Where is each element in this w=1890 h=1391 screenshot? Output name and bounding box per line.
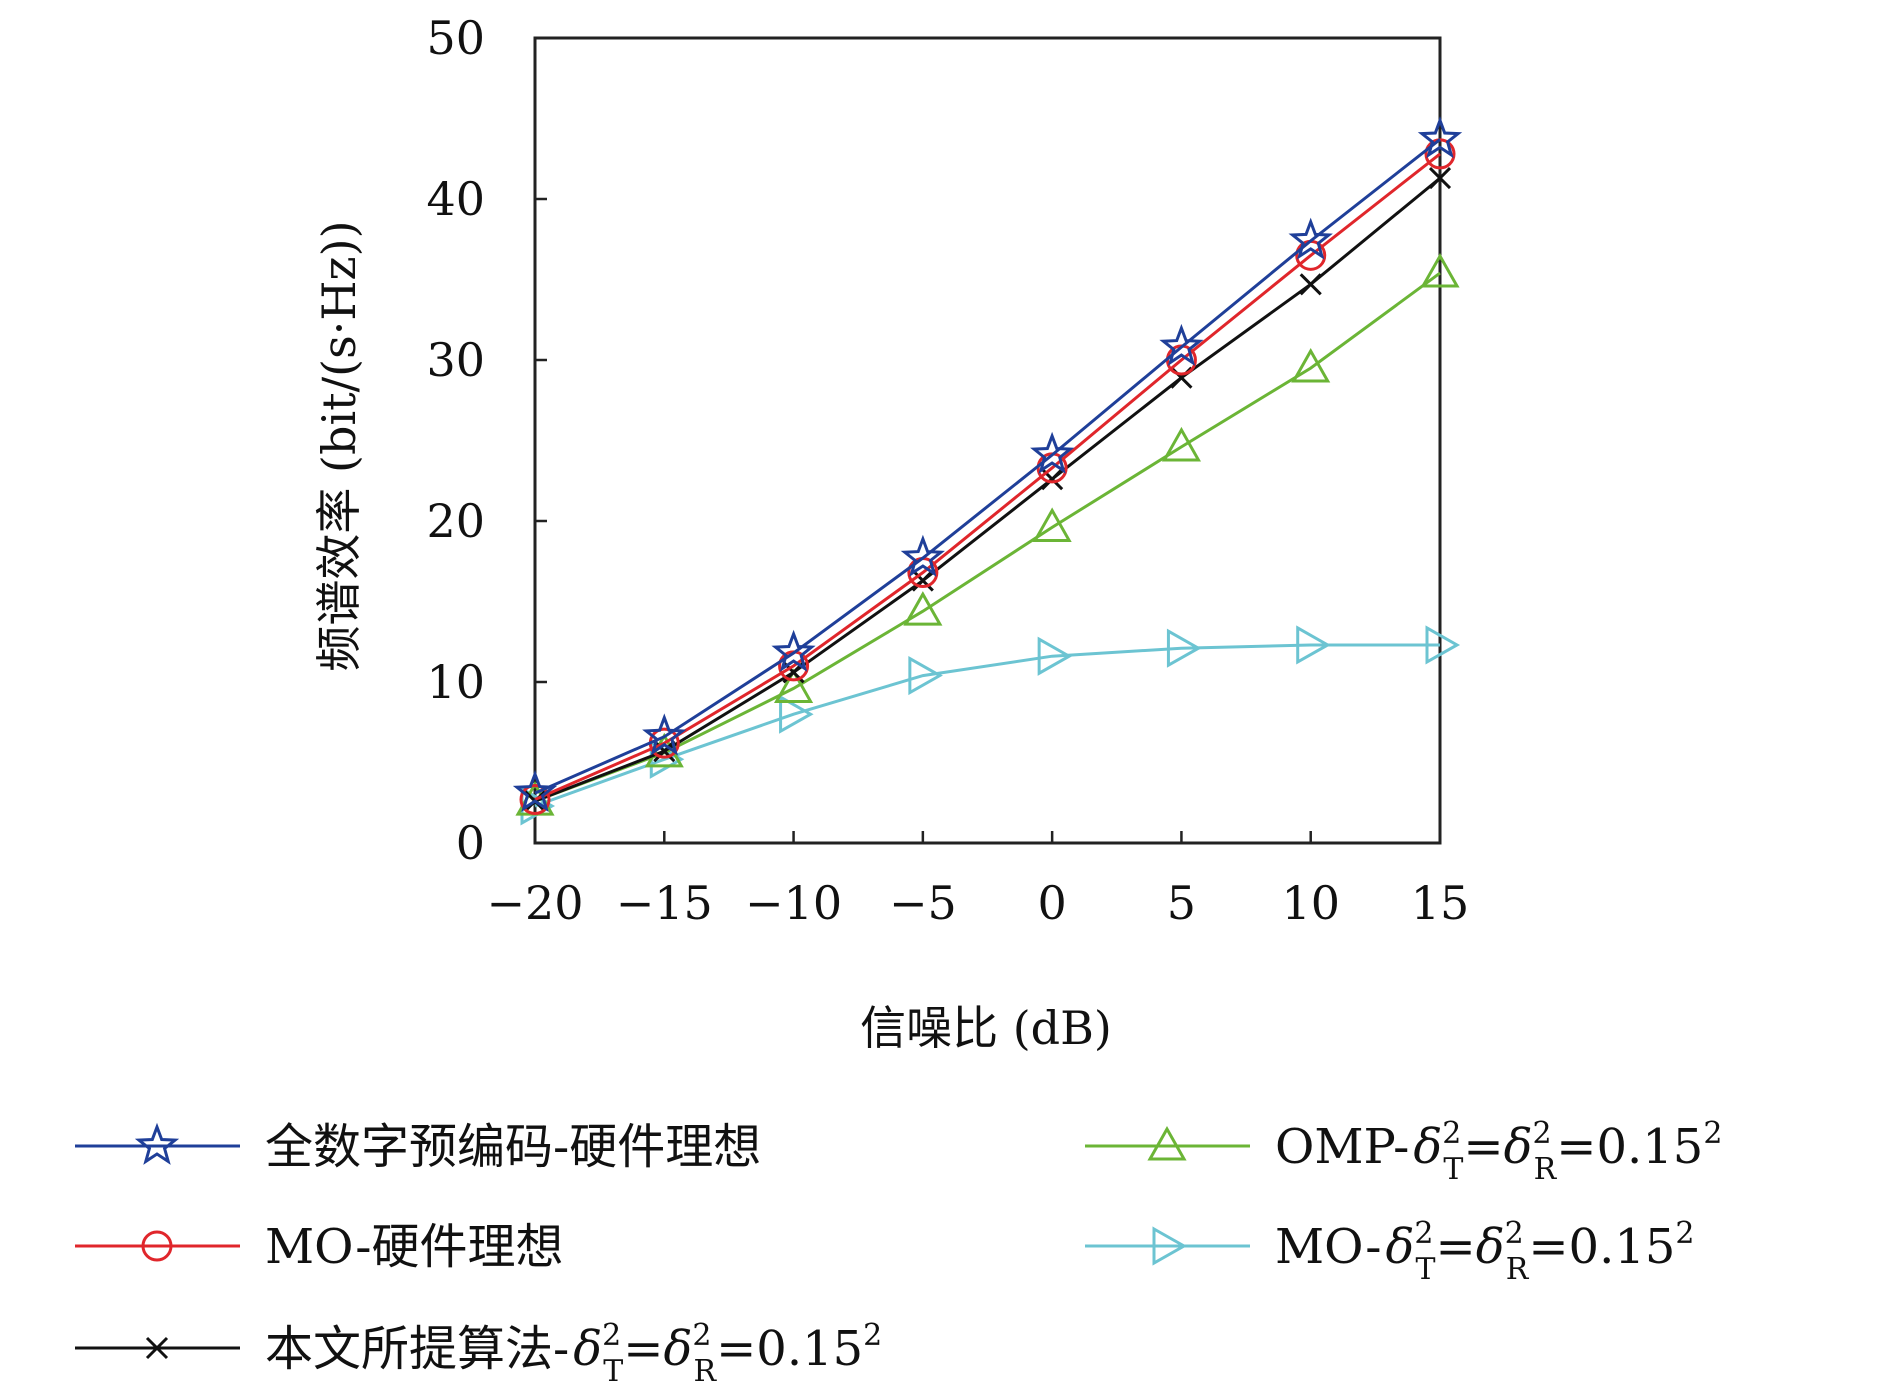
y-tick-label: 40: [426, 172, 485, 226]
data-point: [512, 769, 558, 812]
legend-marker: [141, 1230, 173, 1262]
y-tick-label: 10: [426, 655, 485, 709]
series-line: [534, 643, 1440, 808]
legend-item: 全数字预编码-硬件理想: [75, 1119, 761, 1175]
x-tick-label: −15: [616, 876, 713, 930]
series-line: [534, 138, 1441, 795]
y-tick-label: 0: [456, 816, 485, 870]
y-tick-label: 50: [426, 11, 485, 65]
y-tick-label: 30: [426, 333, 485, 387]
x-tick-label: 15: [1411, 876, 1470, 930]
series-line: [534, 271, 1441, 803]
series-line: [534, 176, 1441, 803]
data-point: [1299, 273, 1322, 296]
plot-area: [533, 36, 1442, 845]
legend-label: MO-硬件理想: [265, 1219, 563, 1275]
x-axis-title: 信噪比 (dB): [860, 1001, 1112, 1055]
series-line: [534, 152, 1441, 801]
y-tick-label: 20: [426, 494, 485, 548]
series-layer: [512, 116, 1463, 826]
legend-label: MO-: [1275, 1219, 1381, 1275]
series-2: [519, 138, 1456, 816]
data-point: [900, 534, 945, 577]
legend-item: OMP-δ2 T=δ2 R=0.152: [1085, 1116, 1722, 1187]
legend-marker: [1147, 1125, 1187, 1161]
data-point: [1296, 625, 1331, 665]
data-point: [773, 668, 814, 703]
legend-label: 本文所提算法-: [265, 1321, 569, 1377]
legend-marker: [1152, 1226, 1188, 1266]
delta-condition: δ2 T=δ2 R=0.152: [1385, 1216, 1694, 1287]
series-3: [523, 167, 1452, 813]
data-point: [779, 694, 814, 734]
axes: 信噪比 (dB) 频谱效率 (bit/(s·Hz)) −20 −15 −10 −5 0 5…: [312, 11, 1469, 1055]
x-tick-label: −5: [889, 876, 957, 930]
data-point: [1037, 636, 1073, 676]
legend-item: MO-δ2 T=δ2 R=0.152: [1085, 1216, 1695, 1287]
x-tick-label: −20: [486, 876, 583, 930]
data-point: [911, 569, 934, 592]
data-point: [1420, 253, 1460, 288]
delta-condition: δ2 T=δ2 R=0.152: [1413, 1116, 1722, 1187]
data-point: [1159, 323, 1204, 366]
legend-label: OMP-: [1275, 1119, 1409, 1175]
legend-marker: [134, 1122, 180, 1165]
y-axis-title: 频谱效率 (bit/(s·Hz)): [312, 220, 366, 671]
x-tick-label: 5: [1167, 876, 1196, 930]
data-point: [1288, 217, 1333, 260]
data-point: [771, 629, 816, 672]
x-tick-label: −10: [745, 876, 842, 930]
data-point: [1425, 625, 1461, 665]
data-point: [903, 591, 943, 626]
data-point: [642, 713, 687, 756]
data-point: [1032, 507, 1072, 542]
delta-condition: δ2 T=δ2 R=0.152: [573, 1318, 882, 1389]
data-point: [1166, 628, 1202, 668]
series-1: [512, 116, 1463, 812]
data-point: [1417, 116, 1463, 159]
legend-label: 全数字预编码-硬件理想: [265, 1119, 761, 1175]
x-tick-label: 10: [1281, 876, 1340, 930]
plot-frame: [533, 36, 1442, 845]
x-tick-label: 0: [1038, 876, 1067, 930]
data-point: [1291, 348, 1331, 383]
data-point: [1161, 426, 1202, 462]
data-point: [1428, 167, 1452, 190]
data-point: [519, 784, 551, 816]
legend-item: 本文所提算法-δ2 T=δ2 R=0.152: [75, 1318, 882, 1389]
legend-marker: [145, 1336, 169, 1360]
data-point: [908, 655, 943, 696]
legend-item: MO-硬件理想: [75, 1219, 563, 1275]
data-point: [1030, 431, 1075, 474]
